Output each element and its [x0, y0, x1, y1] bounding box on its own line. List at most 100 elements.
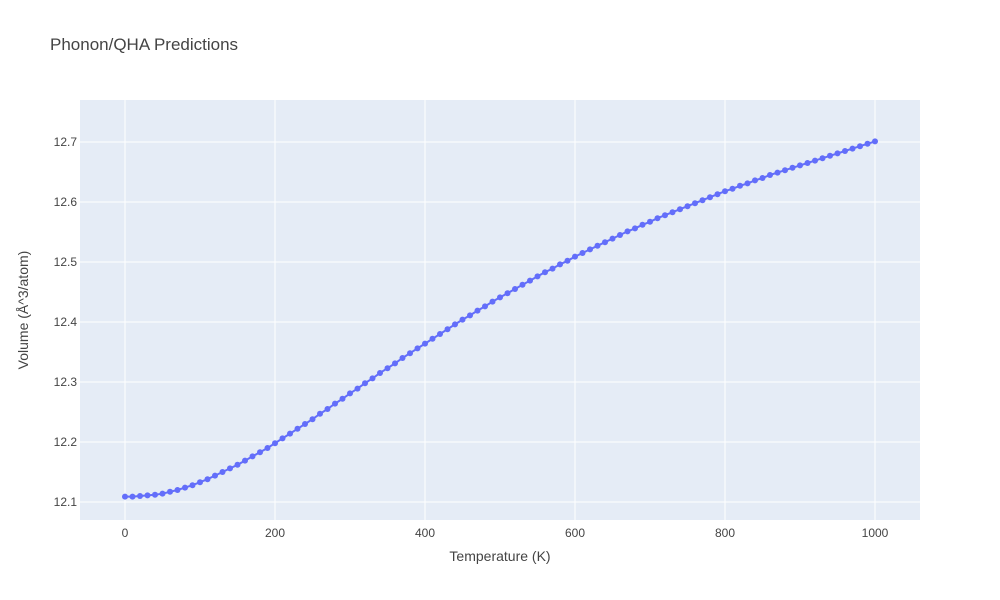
- data-point: [639, 221, 646, 228]
- data-point: [204, 476, 211, 483]
- data-point: [182, 484, 188, 491]
- data-point: [752, 177, 758, 184]
- data-point: [129, 493, 136, 500]
- data-point: [294, 425, 301, 432]
- x-tick-labels: 0 200 400 600 800 1000: [122, 526, 889, 540]
- data-point: [482, 303, 488, 310]
- data-point: [497, 294, 503, 301]
- data-point: [437, 331, 443, 337]
- data-point: [174, 487, 181, 493]
- data-point: [414, 345, 421, 352]
- data-point: [227, 465, 233, 472]
- data-point: [309, 416, 316, 423]
- data-point: [572, 253, 578, 260]
- data-point: [324, 406, 331, 412]
- data-point: [399, 355, 406, 361]
- data-point: [534, 273, 541, 280]
- data-point: [609, 235, 616, 242]
- data-point: [624, 228, 631, 235]
- data-point: [347, 390, 353, 397]
- data-point: [834, 150, 841, 157]
- data-point: [587, 246, 593, 253]
- data-point: [144, 492, 151, 499]
- y-tick-label: 12.1: [54, 495, 78, 509]
- data-point: [677, 206, 683, 213]
- data-point: [489, 298, 496, 305]
- x-tick-label: 200: [265, 526, 285, 540]
- data-point: [459, 316, 466, 323]
- data-point: [354, 385, 361, 392]
- data-point: [662, 212, 668, 219]
- x-axis-label: Temperature (K): [449, 548, 550, 564]
- data-point: [452, 321, 458, 328]
- data-point: [812, 157, 818, 164]
- data-point: [602, 239, 608, 246]
- data-point: [722, 188, 728, 195]
- data-point: [714, 191, 721, 198]
- data-point: [512, 286, 518, 292]
- data-point: [392, 360, 398, 367]
- x-tick-label: 0: [122, 526, 129, 540]
- data-point: [632, 225, 638, 232]
- data-point: [849, 145, 856, 152]
- data-point: [872, 138, 878, 145]
- grid-lines: [80, 100, 920, 520]
- data-point: [737, 182, 743, 189]
- data-point: [362, 380, 368, 387]
- y-tick-label: 12.7: [54, 135, 78, 149]
- data-point: [332, 400, 338, 407]
- data-point: [707, 194, 713, 201]
- data-point: [242, 457, 248, 464]
- data-point: [302, 421, 308, 427]
- y-tick-label: 12.4: [54, 315, 78, 329]
- data-point: [579, 250, 586, 256]
- data-point: [789, 164, 796, 171]
- y-tick-labels: 12.1 12.2 12.3 12.4 12.5 12.6 12.7: [54, 135, 78, 509]
- data-point: [699, 197, 706, 204]
- x-tick-label: 800: [715, 526, 735, 540]
- data-point: [384, 365, 391, 372]
- data-point: [264, 445, 271, 451]
- data-point: [647, 218, 653, 225]
- data-point: [467, 312, 473, 319]
- data-point: [234, 461, 241, 468]
- data-point: [692, 200, 698, 207]
- data-point: [197, 479, 203, 486]
- data-point: [249, 453, 256, 460]
- data-point: [519, 281, 526, 288]
- data-point: [122, 493, 128, 500]
- data-point: [542, 269, 548, 276]
- data-point: [782, 167, 788, 174]
- series-volume: [122, 138, 878, 500]
- data-point: [339, 395, 346, 402]
- data-point: [744, 180, 751, 187]
- data-point: [759, 175, 766, 181]
- data-point: [317, 410, 323, 417]
- data-point: [189, 482, 196, 489]
- data-point: [444, 326, 451, 333]
- y-tick-label: 12.2: [54, 435, 78, 449]
- data-point: [287, 430, 293, 437]
- data-point: [527, 277, 533, 284]
- plot-area: [80, 100, 920, 520]
- data-point: [797, 162, 803, 169]
- data-point: [654, 215, 661, 222]
- data-point: [219, 469, 226, 475]
- data-point: [212, 472, 218, 479]
- data-point: [774, 169, 781, 176]
- x-tick-label: 400: [415, 526, 435, 540]
- data-point: [429, 335, 436, 342]
- y-tick-label: 12.5: [54, 255, 78, 269]
- data-point: [594, 242, 601, 249]
- data-point: [167, 488, 173, 495]
- data-point: [279, 435, 286, 442]
- data-point: [152, 491, 158, 498]
- data-point: [474, 307, 481, 314]
- x-tick-label: 1000: [862, 526, 889, 540]
- y-tick-label: 12.3: [54, 375, 78, 389]
- data-point: [857, 143, 863, 150]
- data-point: [272, 440, 278, 447]
- y-axis-label: Volume (Å^3/atom): [15, 251, 31, 370]
- data-point: [422, 340, 428, 347]
